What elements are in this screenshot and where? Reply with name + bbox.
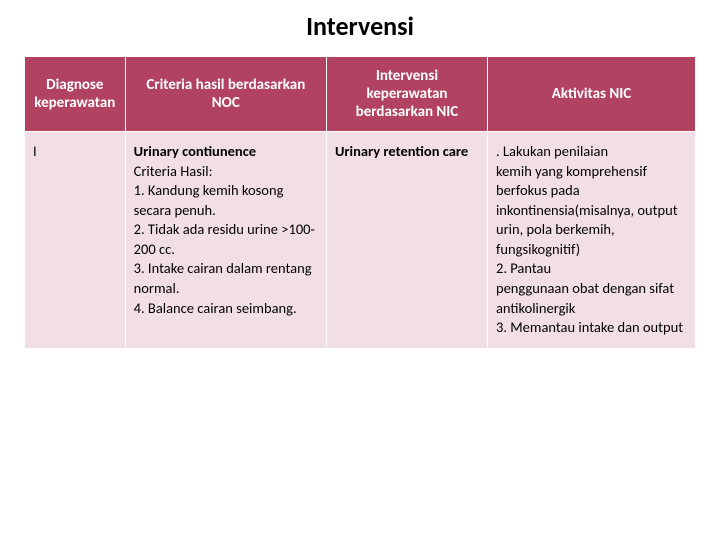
header-noc: Criteria hasil berdasarkan NOC bbox=[125, 57, 326, 132]
act-1a: . Lakukan penilaian bbox=[496, 142, 608, 160]
noc-title: Urinary contiunence bbox=[134, 142, 256, 160]
intervention-table: Diagnose keperawatan Criteria hasil berd… bbox=[24, 56, 696, 349]
cell-aktivitas: . Lakukan penilaian kemih yang komprehen… bbox=[487, 132, 695, 349]
nic-title: Urinary retention care bbox=[335, 142, 468, 160]
noc-sub: Criteria Hasil: bbox=[134, 162, 213, 180]
table-row: I Urinary contiunence Criteria Hasil: 1.… bbox=[25, 132, 696, 349]
cell-diagnose: I bbox=[25, 132, 126, 349]
act-1b: kemih yang komprehensif berfokus pada in… bbox=[496, 162, 678, 258]
header-nic: Intervensi keperawatan berdasarkan NIC bbox=[326, 57, 487, 132]
cell-noc: Urinary contiunence Criteria Hasil: 1. K… bbox=[125, 132, 326, 349]
act-2b: penggunaan obat dengan sifat antikoliner… bbox=[496, 279, 674, 317]
cell-nic: Urinary retention care bbox=[326, 132, 487, 349]
table-header-row: Diagnose keperawatan Criteria hasil berd… bbox=[25, 57, 696, 132]
noc-item-4: 4. Balance cairan seimbang. bbox=[134, 299, 297, 317]
noc-item-1: 1. Kandung kemih kosong secara penuh. bbox=[134, 181, 284, 219]
noc-item-2: 2. Tidak ada residu urine >100-200 cc. bbox=[134, 220, 315, 258]
page-title: Intervensi bbox=[24, 10, 696, 42]
header-aktivitas: Aktivitas NIC bbox=[487, 57, 695, 132]
act-2a: 2. Pantau bbox=[496, 259, 551, 277]
act-3: 3. Memantau intake dan output bbox=[496, 318, 683, 336]
noc-item-3: 3. Intake cairan dalam rentang normal. bbox=[134, 259, 312, 297]
header-diagnose: Diagnose keperawatan bbox=[25, 57, 126, 132]
